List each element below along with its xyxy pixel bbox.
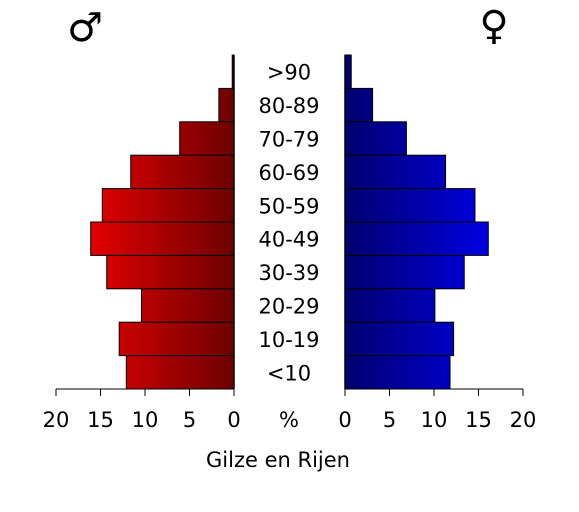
x-tick-label: 5 [383,408,396,432]
bar-female [344,254,465,290]
x-tick-label: 5 [183,408,196,432]
bar-female [344,321,455,357]
category-label: >90 [267,61,311,85]
bar-male [218,87,235,123]
category-label: 40-49 [258,228,319,252]
bar-female [344,188,476,223]
bar-male [90,221,235,256]
bar-male [179,121,235,156]
bar-female [344,355,451,390]
category-label: 10-19 [258,328,319,352]
category-label: 70-79 [258,128,319,152]
bar-male [101,188,235,223]
x-axis-label: Gilze en Rijen [206,448,350,472]
category-label: 50-59 [258,194,319,218]
center-unit: % [279,408,299,432]
bar-male [130,154,235,190]
bar-female [344,54,352,89]
bar-female [344,87,374,123]
x-tick-label: 0 [227,408,240,432]
x-tick-label: 0 [338,408,351,432]
x-tick-label: 10 [421,408,448,432]
bar-male [125,355,235,390]
category-label: 60-69 [258,161,319,185]
category-label: 80-89 [258,94,319,118]
x-tick-label: 10 [132,408,159,432]
bar-male [140,288,235,323]
x-tick-label: 15 [87,408,114,432]
category-label: 30-39 [258,261,319,285]
x-tick-label: 20 [510,408,537,432]
x-tick-label: 15 [465,408,492,432]
bar-female [344,221,489,256]
category-label: 20-29 [258,295,319,319]
bar-female [344,288,436,323]
category-label: <10 [267,361,311,385]
legend-male: ♂ [67,5,103,51]
bar-male [118,321,235,357]
bar-female [344,121,407,156]
bar-male [106,254,235,290]
x-tick-label: 20 [43,408,70,432]
bar-female [344,154,447,190]
legend-female: ♀ [479,3,508,49]
